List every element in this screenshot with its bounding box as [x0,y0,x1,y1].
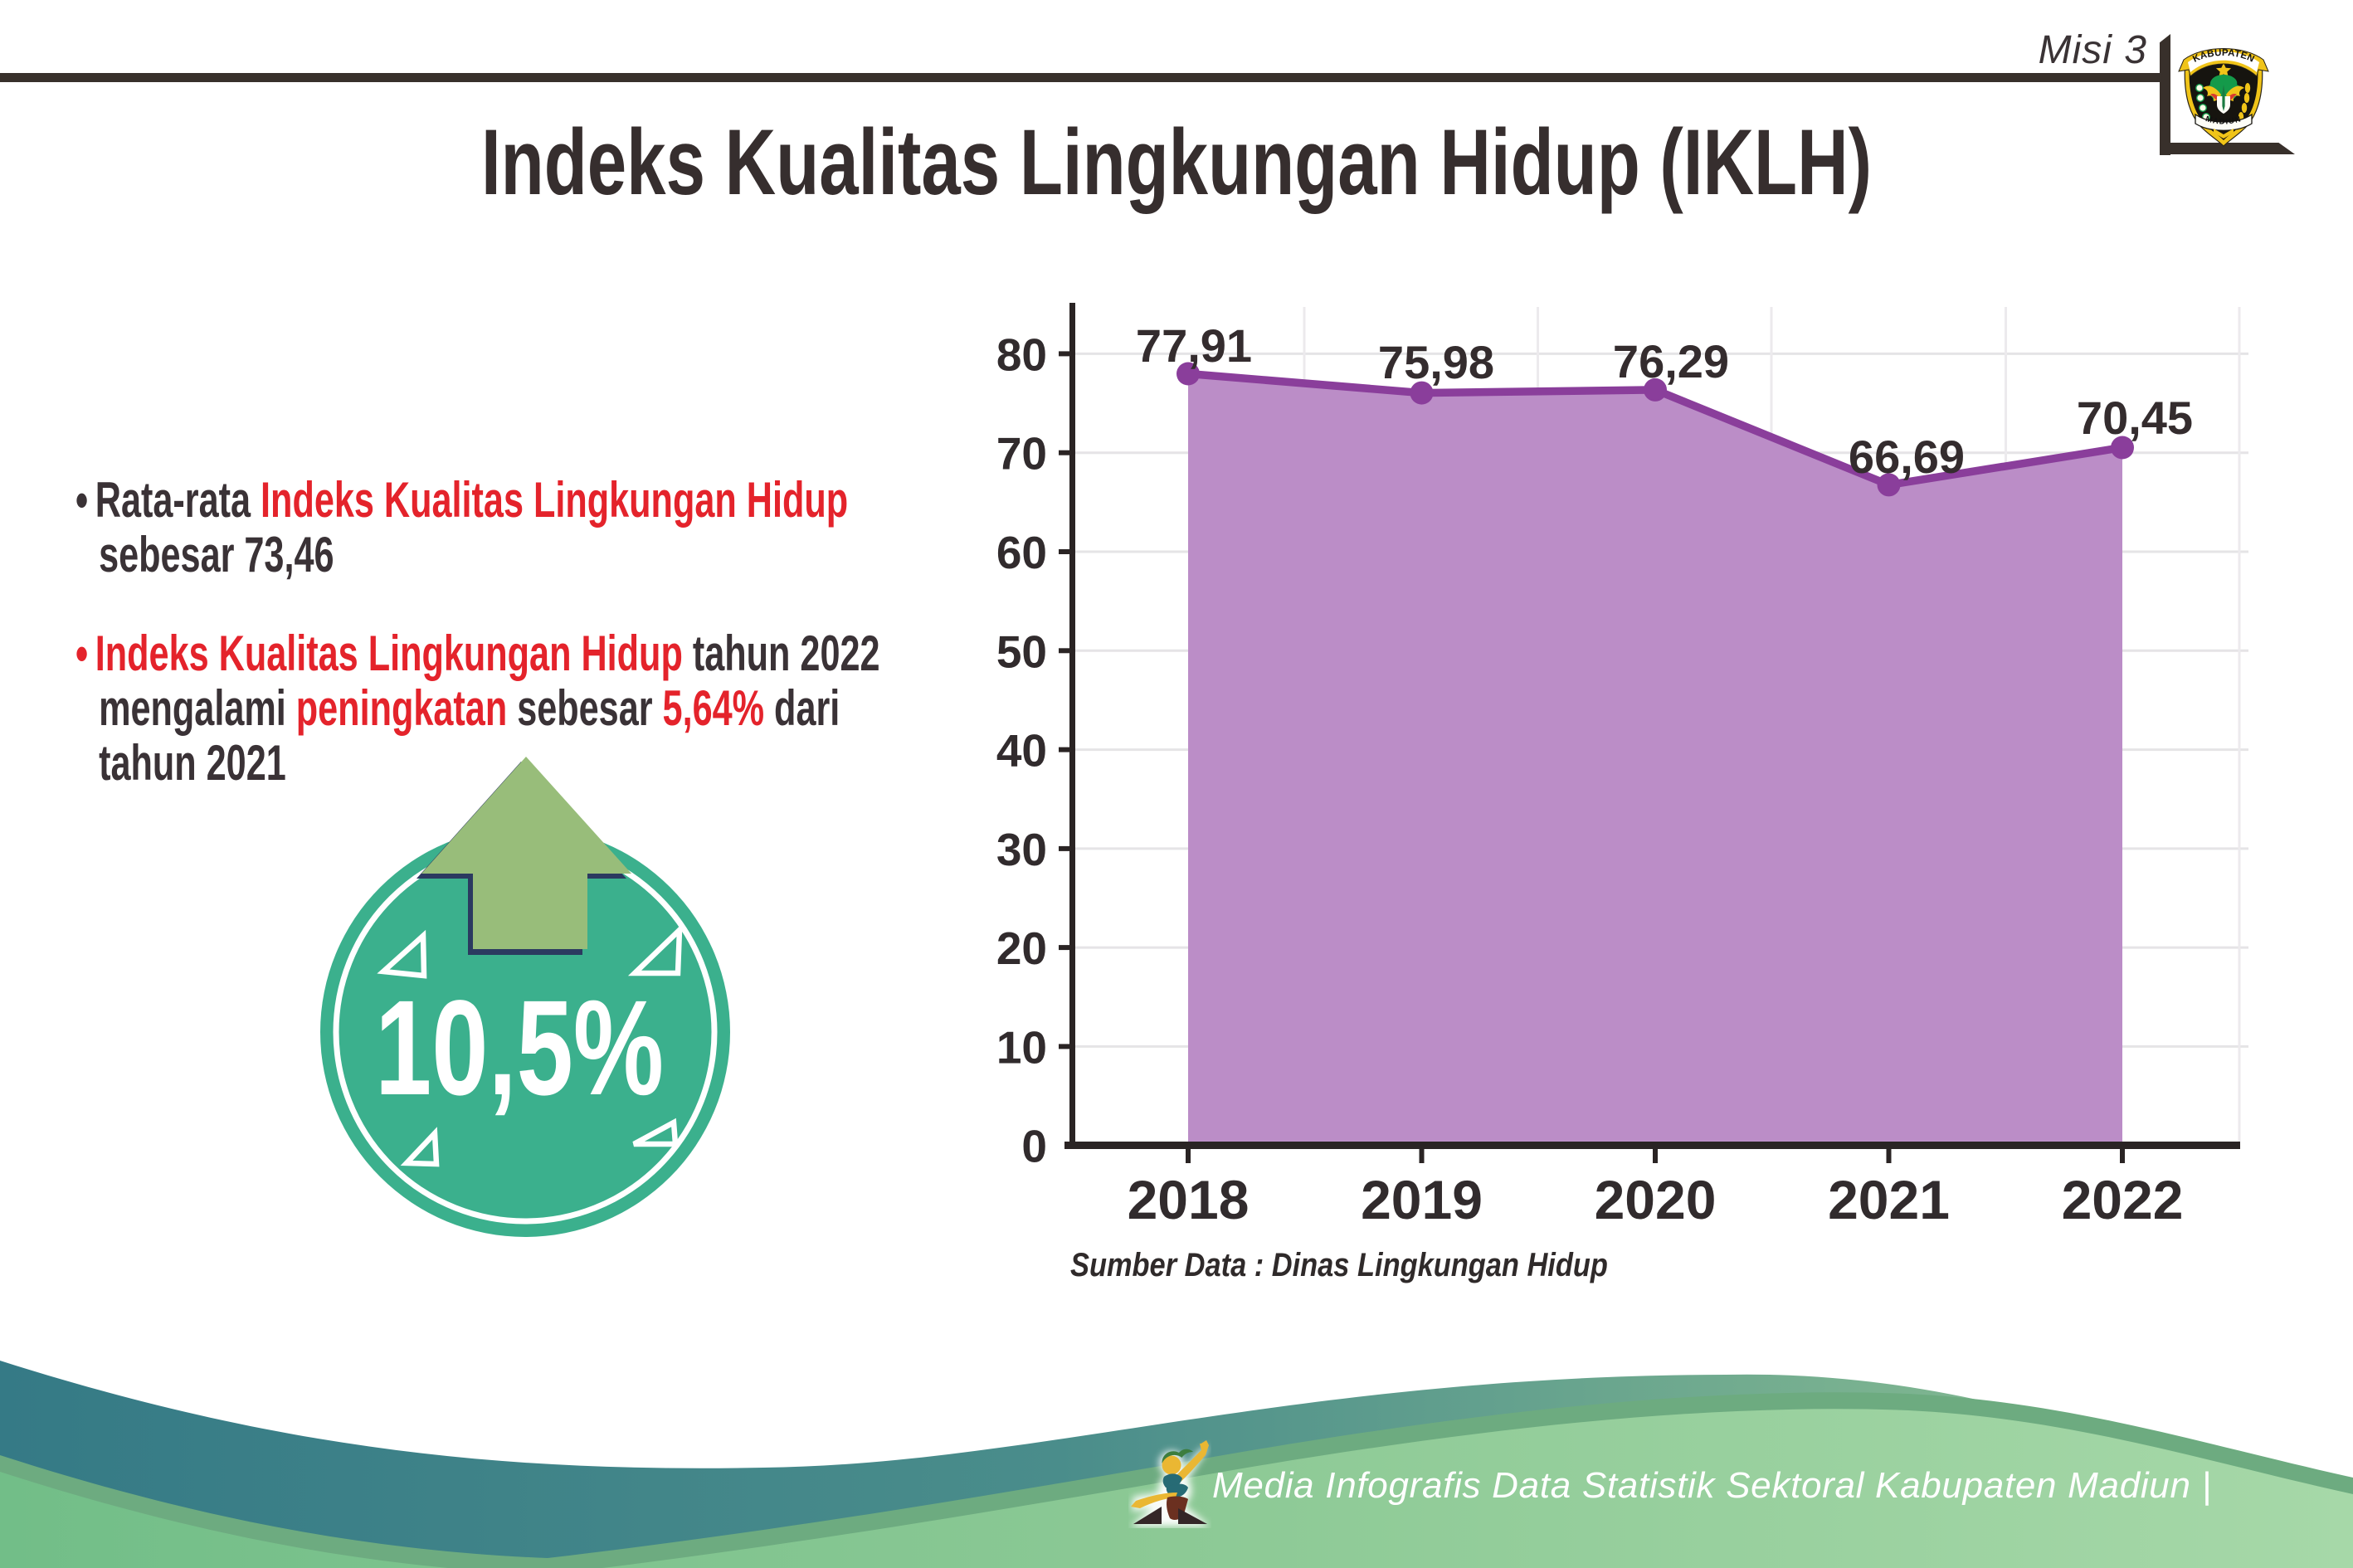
svg-text:40: 40 [996,725,1047,777]
svg-text:70: 70 [996,428,1047,480]
svg-text:Indeks Kualitas Lingkungan Hid: Indeks Kualitas Lingkungan Hidup (IKLH) [481,110,1872,214]
svg-text:76,29: 76,29 [1613,335,1729,387]
svg-text:50: 50 [996,626,1047,677]
svg-text:2019: 2019 [1361,1169,1483,1230]
svg-text:70,45: 70,45 [2077,392,2193,444]
svg-text:2021: 2021 [1828,1169,1950,1230]
svg-text:2020: 2020 [1595,1169,1717,1230]
svg-text:MADIUN: MADIUN [2204,114,2243,127]
svg-text:30: 30 [996,824,1047,875]
svg-text:75,98: 75,98 [1378,336,1494,388]
svg-text:2018: 2018 [1128,1169,1250,1230]
svg-text:77,91: 77,91 [1136,319,1252,372]
svg-text:66,69: 66,69 [1849,431,1965,483]
svg-text:2022: 2022 [2062,1169,2184,1230]
svg-text:10: 10 [996,1021,1047,1073]
svg-text:20: 20 [996,923,1047,974]
svg-text:80: 80 [996,329,1047,380]
svg-text:10,5%: 10,5% [375,971,664,1123]
svg-text:0: 0 [1021,1121,1047,1172]
svg-text:60: 60 [996,527,1047,578]
